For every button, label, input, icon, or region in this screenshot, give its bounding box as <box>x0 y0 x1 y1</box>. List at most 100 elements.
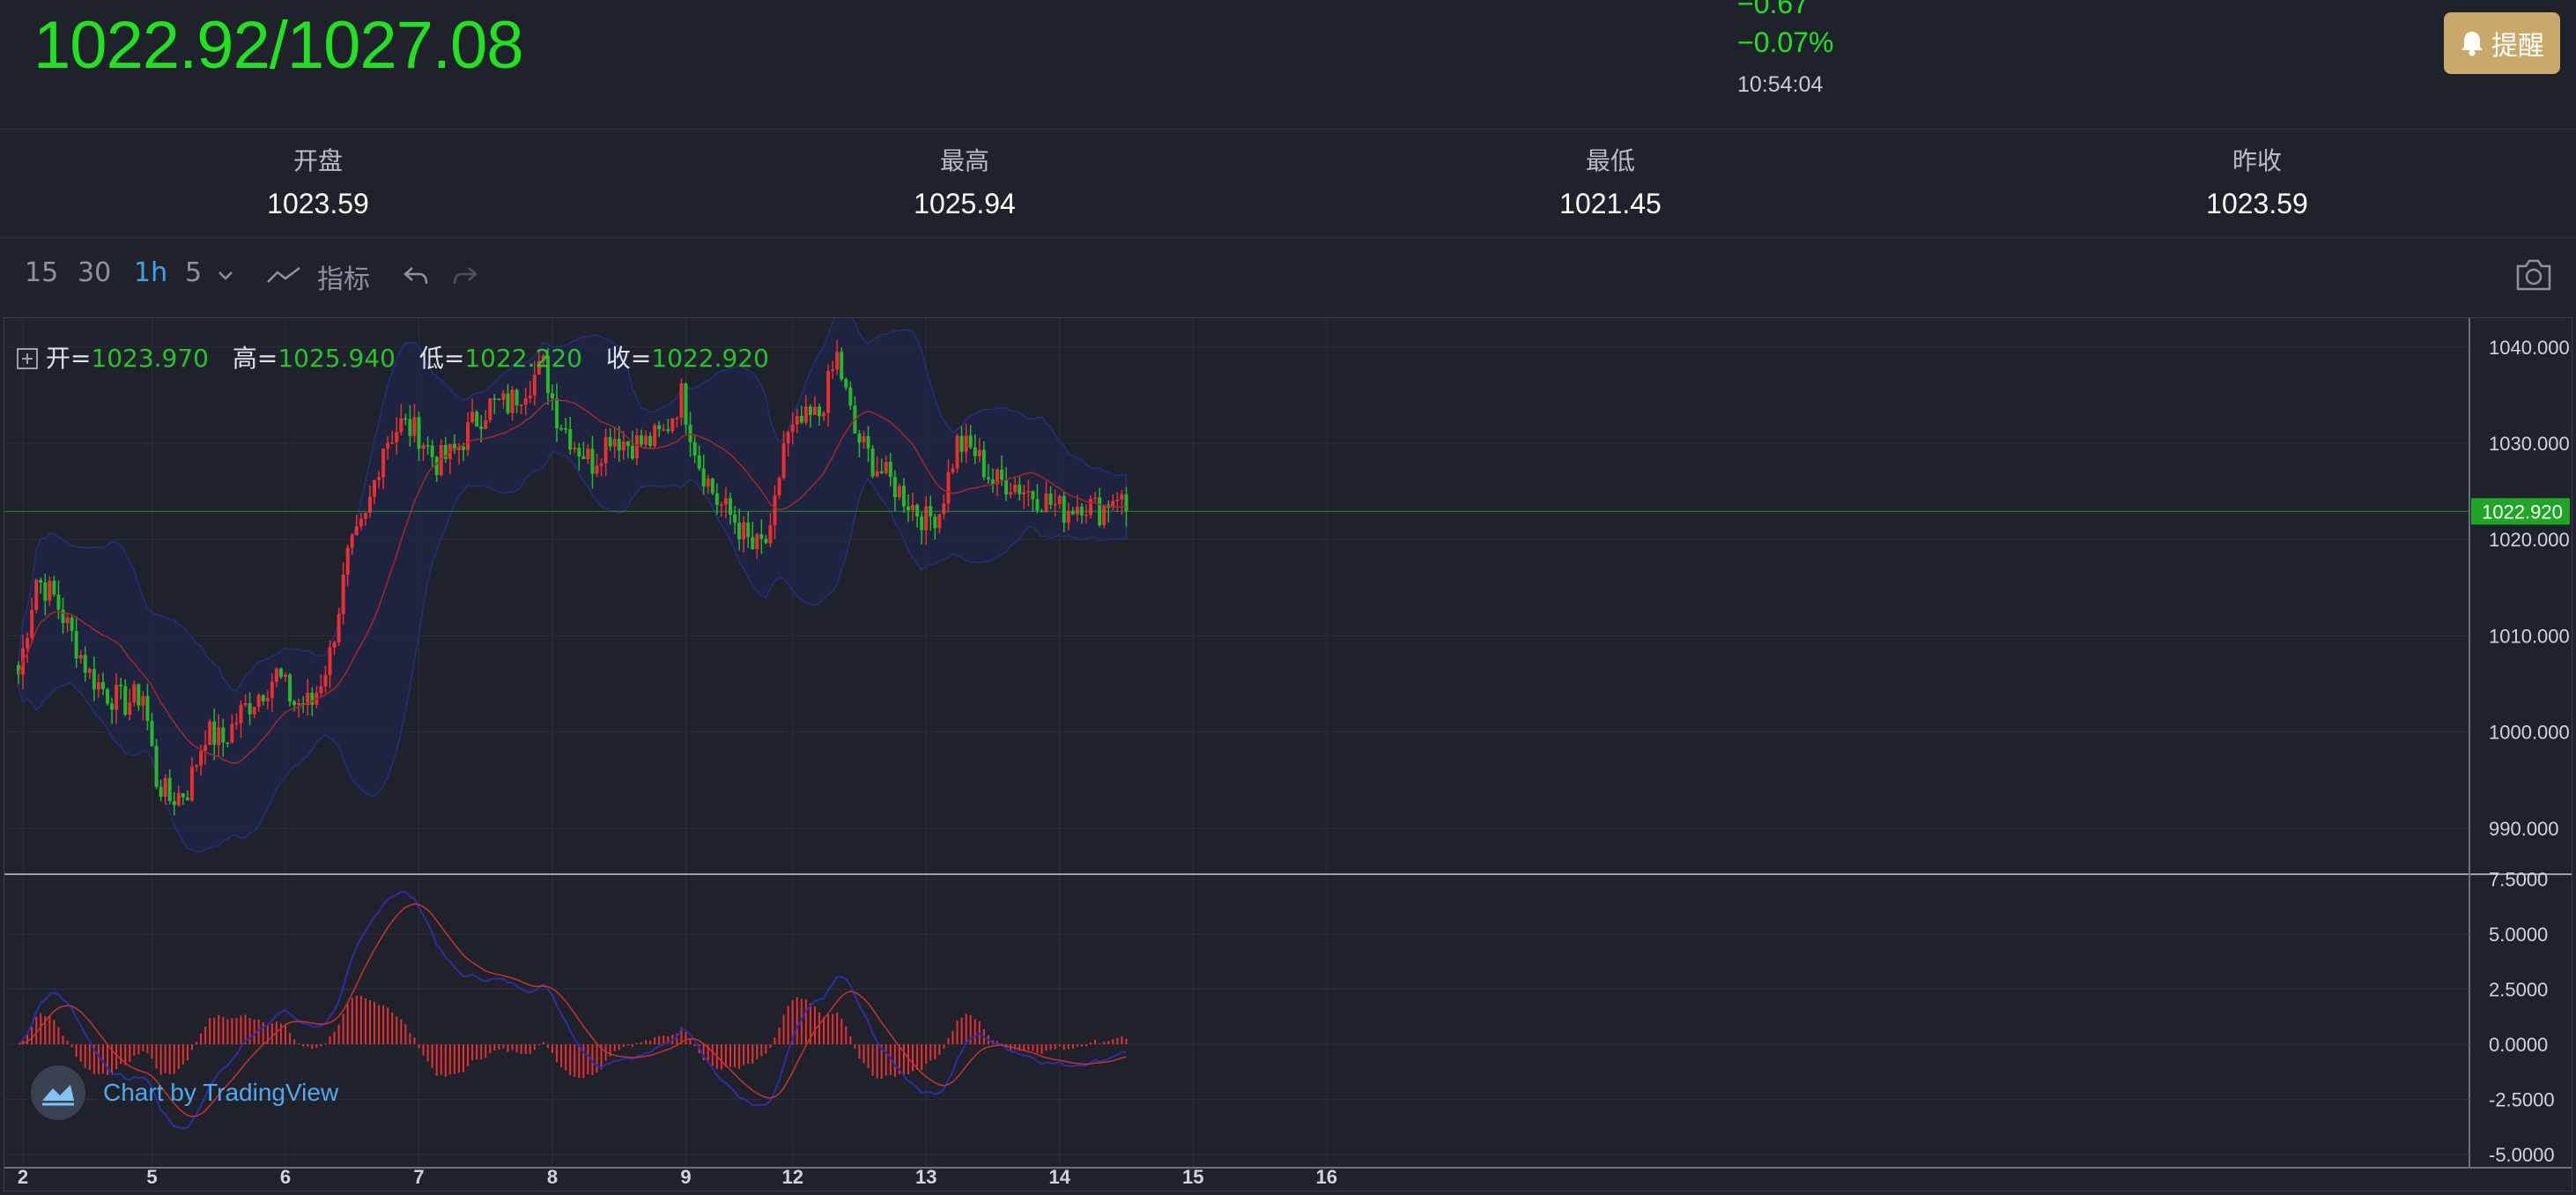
legend-low-value: 1022.220 <box>464 344 582 373</box>
candle-body <box>595 465 599 474</box>
candle-body <box>630 445 634 459</box>
candle-body <box>323 675 328 687</box>
candle-body <box>167 777 172 801</box>
chart-area[interactable]: 1022.920 990.000 1000.000 1010.000 1020.000… <box>4 307 2572 1191</box>
candle-body <box>786 432 790 444</box>
candle-body <box>564 428 568 430</box>
candle-body <box>34 579 39 611</box>
stat-low: 最低 1021.45 <box>1478 130 1743 220</box>
candle-body <box>30 610 34 638</box>
candle-body <box>306 693 310 706</box>
candle-body <box>653 425 657 446</box>
candle-body <box>341 575 345 614</box>
candle-body <box>208 721 212 746</box>
time-axis[interactable]: 2 5 6 7 8 9 12 13 14 15 16 <box>4 1166 2572 1188</box>
interval-5[interactable]: 5 <box>185 257 203 288</box>
stat-label: 最高 <box>939 146 989 175</box>
candle-body <box>844 379 848 388</box>
camera-icon[interactable] <box>2514 257 2553 293</box>
candle-body <box>345 547 350 575</box>
candle-body <box>955 435 959 469</box>
stat-value: 1021.45 <box>1559 188 1662 219</box>
candle-body <box>555 398 559 428</box>
candle-body <box>386 442 390 449</box>
candle-body <box>1000 469 1004 480</box>
redo-icon[interactable] <box>451 263 479 289</box>
stat-value: 1023.59 <box>267 188 369 219</box>
price-tick-label: 1020.000 <box>2489 529 2570 551</box>
candle-body <box>519 405 523 406</box>
candle-body <box>911 505 915 510</box>
candle-body <box>634 435 639 459</box>
interval-1h[interactable]: 1h <box>134 257 168 288</box>
legend-close-value: 1022.920 <box>651 344 769 373</box>
candle-body <box>310 693 315 705</box>
time-tick-label: 15 <box>1182 1166 1203 1188</box>
candle-body <box>270 681 274 698</box>
candle-body <box>367 496 372 513</box>
bollinger-band-fill <box>18 307 1128 853</box>
candle-body <box>154 746 159 787</box>
price-change-percent: −0.07% <box>1737 26 1834 58</box>
candle-body <box>350 534 354 548</box>
indicators-button[interactable]: 指标 <box>317 264 370 295</box>
quote-header: 1022.92/1027.08 −0.67 −0.07% 10:54:04 提醒 <box>0 0 2576 130</box>
bid-ask-price: 1022.92/1027.08 <box>33 8 524 83</box>
indicators-icon[interactable] <box>266 264 301 287</box>
candle-body <box>581 456 586 460</box>
candle-body <box>265 697 270 701</box>
alert-button[interactable]: 提醒 <box>2444 12 2560 74</box>
interval-30[interactable]: 30 <box>78 257 112 288</box>
price-axis[interactable]: 990.000 1000.000 1010.000 1020.000 1030.000 1… <box>2469 318 2570 1168</box>
stat-label: 最低 <box>1585 146 1635 175</box>
candle-body <box>532 375 537 396</box>
undo-icon[interactable] <box>402 263 430 289</box>
candle-body <box>981 449 986 478</box>
tradingview-badge[interactable]: Chart by TradingView <box>31 1065 338 1120</box>
candle-body <box>1111 501 1115 508</box>
candle-body <box>755 534 759 550</box>
candle-body <box>123 686 128 716</box>
interval-15[interactable]: 15 <box>25 257 59 288</box>
candle-body <box>866 436 870 449</box>
candle-body <box>466 422 470 450</box>
macd-tick-label: -2.5000 <box>2489 1089 2555 1111</box>
candle-body <box>884 462 888 473</box>
candle-body <box>479 426 484 429</box>
stats-bar: 开盘 1023.59 最高 1025.94 最低 1021.45 昨收 1023… <box>0 130 2576 238</box>
candle-body <box>48 581 52 601</box>
candle-body <box>150 720 154 746</box>
candle-body <box>217 727 221 746</box>
candle-body <box>848 387 853 406</box>
candle-body <box>417 417 421 449</box>
candle-body <box>586 449 590 460</box>
candle-body <box>1018 484 1022 494</box>
candle-body <box>617 439 621 451</box>
candle-body <box>332 642 337 648</box>
stat-label: 昨收 <box>2232 146 2282 175</box>
macd-pane: 7.5000 5.0000 2.5000 0.0000 -2.5000 -5.0000 <box>4 869 2555 1166</box>
candle-body <box>612 439 617 447</box>
candlestick-chart[interactable]: 1022.920 990.000 1000.000 1010.000 1020.000… <box>4 307 2572 1191</box>
candle-body <box>399 418 403 433</box>
candle-body <box>204 745 208 752</box>
alert-label: 提醒 <box>2491 31 2544 62</box>
candle-body <box>1031 491 1035 500</box>
candle-body <box>996 469 999 485</box>
chevron-down-icon[interactable] <box>217 270 234 282</box>
collapse-legend-icon[interactable] <box>17 348 38 369</box>
candle-body <box>1066 511 1070 523</box>
candle-body <box>723 498 728 505</box>
candle-body <box>799 416 803 423</box>
candle-body <box>390 442 395 444</box>
candle-body <box>803 406 808 423</box>
candle-body <box>61 609 65 624</box>
time-tick-label: 13 <box>915 1166 936 1188</box>
candle-body <box>901 486 906 507</box>
candle-body <box>679 383 684 419</box>
candle-body <box>492 398 497 400</box>
time-tick-label: 14 <box>1048 1166 1070 1188</box>
candle-body <box>559 427 564 430</box>
candle-body <box>625 442 630 446</box>
candle-body <box>590 449 595 474</box>
